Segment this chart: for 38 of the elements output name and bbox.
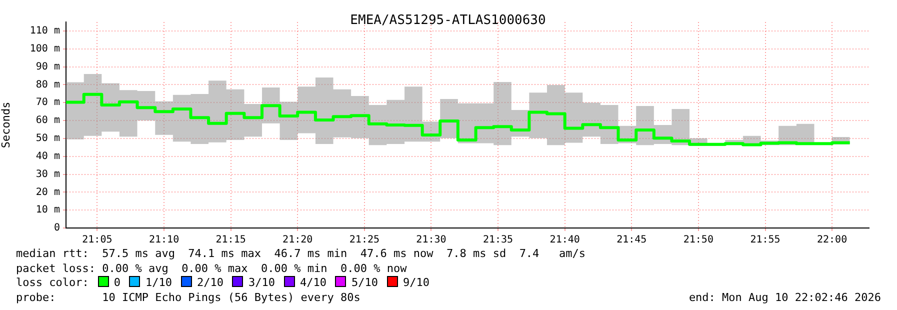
y-tick-label: 110 m — [30, 26, 60, 37]
y-tick-label: 30 m — [36, 168, 60, 180]
x-tick-label: 21:50 — [683, 234, 714, 246]
x-tick-label: 21:55 — [750, 234, 780, 246]
text: 3/10 — [248, 276, 275, 289]
text: loss color: — [16, 276, 89, 289]
y-tick-label: 80 m — [36, 79, 60, 90]
x-tick-label: 21:20 — [282, 234, 313, 246]
text: end: Mon Aug 10 22:02:46 2026 — [688, 290, 881, 305]
text: median rtt: 57.5 ms avg 74.1 ms max 46.7 ms min 47.6 ms now 7.8 ms sd 7.4 am/s — [16, 247, 587, 262]
x-tick-label: 21:10 — [148, 234, 180, 246]
y-tick-label: 0 — [54, 222, 60, 234]
x-tick-label: 21:40 — [550, 234, 580, 246]
text: 9/10 — [402, 276, 430, 289]
x-tick-label: 21:05 — [82, 234, 112, 246]
chart-title: EMEA/AS51295-ATLAS1000630 — [350, 13, 546, 28]
y-tick-label: 90 m — [36, 61, 60, 72]
x-tick-label: 21:35 — [482, 234, 514, 246]
text: 4/10 — [300, 276, 326, 289]
x-tick-label: 21:15 — [216, 234, 246, 246]
y-tick-label: 60 m — [36, 115, 60, 126]
x-tick-label: 22:00 — [816, 234, 848, 246]
y-tick-label: 70 m — [36, 97, 60, 108]
text: packet loss: 0.00 % avg 0.00 % max 0.00 % min 0.00 % now — [16, 262, 408, 276]
y-tick-label: 50 m — [36, 133, 60, 144]
y-tick-label: 10 m — [36, 204, 60, 216]
text: 2/10 — [196, 276, 224, 289]
x-tick-label: 21:45 — [616, 234, 647, 246]
y-tick-label: 40 m — [36, 150, 60, 162]
text: 5/10 — [351, 276, 378, 289]
x-tick-label: 21:25 — [349, 234, 380, 246]
text: probe: 10 ICMP Echo Pings (56 Bytes) every 80s — [16, 290, 360, 304]
x-tick-label: 21:30 — [416, 234, 446, 246]
text: 1/10 — [145, 276, 172, 289]
y-tick-label: 20 m — [36, 186, 60, 198]
text: 0 — [114, 276, 120, 289]
y-tick-label: 100 m — [30, 43, 60, 54]
y-axis-title: Seconds — [0, 102, 12, 148]
